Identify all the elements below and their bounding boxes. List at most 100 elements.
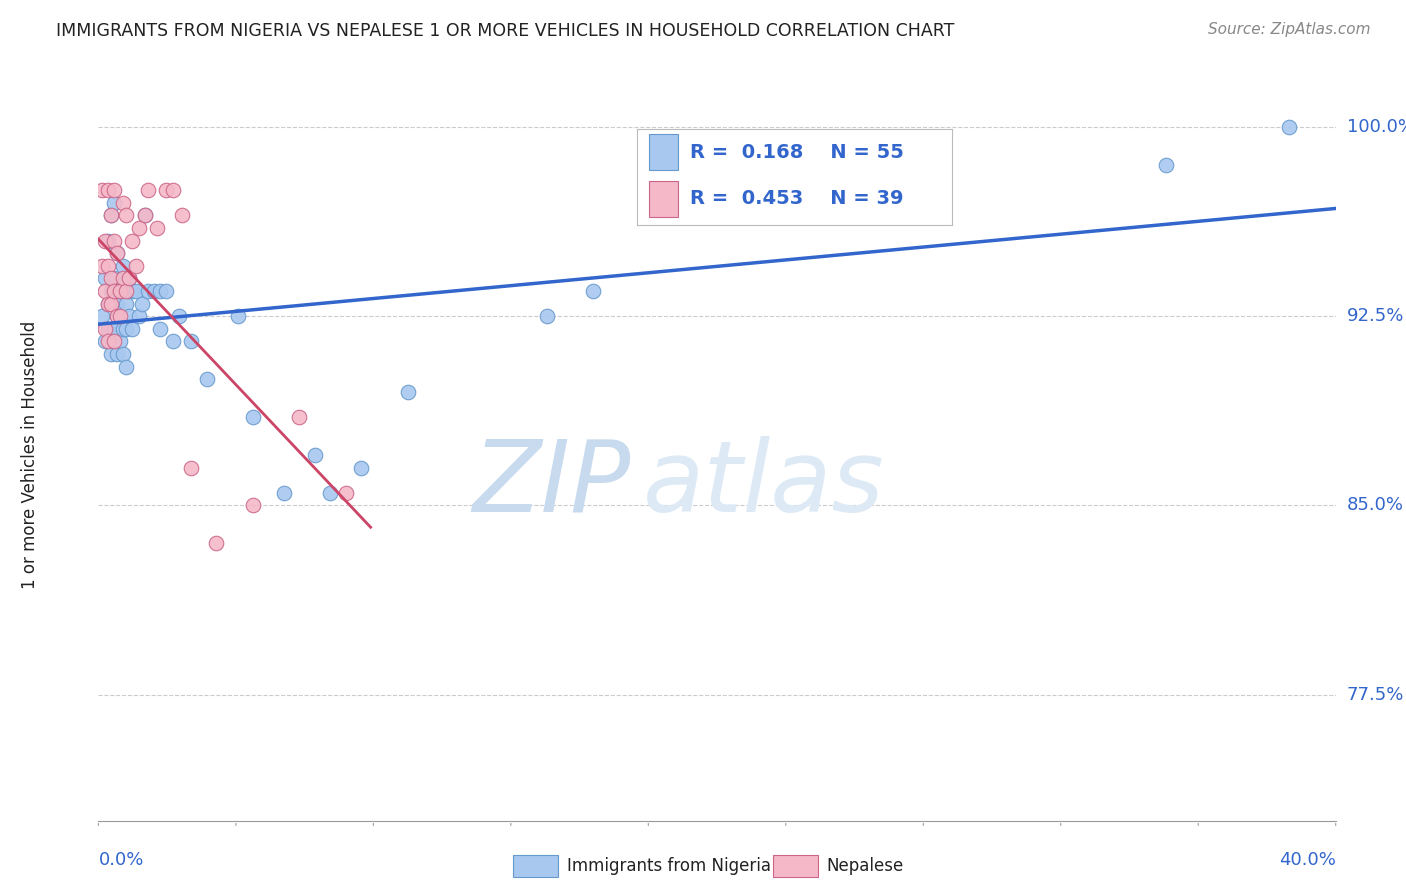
Point [100,271,122,285]
Point [242,410,264,425]
Point [134,208,156,222]
Point [167,309,190,323]
Point [115,322,138,336]
Point [136,284,159,298]
Point [108,284,131,298]
Point [273,485,295,500]
Point [112,347,135,361]
Point [124,284,146,298]
Text: IMMIGRANTS FROM NIGERIA VS NEPALESE 1 OR MORE VEHICLES IN HOUSEHOLD CORRELATION : IMMIGRANTS FROM NIGERIA VS NEPALESE 1 OR… [56,22,955,40]
Text: 1 or more Vehicles in Household: 1 or more Vehicles in Household [21,321,39,589]
Point [162,183,184,197]
Point [121,284,143,298]
Point [1154,158,1177,172]
Point [100,208,122,222]
Point [103,183,125,197]
Point [103,271,125,285]
Text: Immigrants from Nigeria: Immigrants from Nigeria [567,857,770,875]
Point [108,334,131,349]
Point [118,271,141,285]
Point [103,195,125,210]
Point [103,322,125,336]
Point [97,322,120,336]
Point [155,183,177,197]
Point [103,284,125,298]
Point [162,334,184,349]
Point [115,296,138,310]
Point [97,296,120,310]
Point [118,271,141,285]
Point [97,234,120,248]
Text: atlas: atlas [643,435,884,533]
Point [115,284,138,298]
Point [100,284,122,298]
Point [90,309,112,323]
Point [304,448,326,462]
Point [93,271,115,285]
Point [146,221,169,235]
Point [205,536,228,550]
Point [103,234,125,248]
Point [103,334,125,349]
Point [242,499,264,513]
Text: 0.0%: 0.0% [98,851,143,869]
Text: Source: ZipAtlas.com: Source: ZipAtlas.com [1208,22,1371,37]
Point [105,246,128,260]
Point [97,259,120,273]
Point [121,322,143,336]
Text: 40.0%: 40.0% [1279,851,1336,869]
Point [100,208,122,222]
Point [97,334,120,349]
Point [97,183,120,197]
Point [93,322,115,336]
Point [582,284,605,298]
Point [118,309,141,323]
Point [128,221,150,235]
Point [118,284,141,298]
Text: 92.5%: 92.5% [1347,307,1405,326]
Point [105,246,128,260]
Point [155,284,177,298]
Point [105,309,128,323]
Point [90,183,112,197]
Point [108,309,131,323]
Point [1278,120,1301,134]
Point [97,296,120,310]
Point [195,372,218,386]
Point [128,309,150,323]
Point [100,296,122,310]
Point [134,208,156,222]
Point [335,485,357,500]
Point [149,322,172,336]
Point [93,334,115,349]
Text: 77.5%: 77.5% [1347,686,1405,704]
Point [93,284,115,298]
Point [124,259,146,273]
Point [112,322,135,336]
Point [350,460,373,475]
Point [112,259,135,273]
Point [115,208,138,222]
Text: Nepalese: Nepalese [827,857,904,875]
Point [131,296,153,310]
Point [149,284,172,298]
Point [396,384,419,399]
Text: R =  0.453    N = 39: R = 0.453 N = 39 [690,189,904,209]
Point [93,234,115,248]
Point [226,309,249,323]
Point [105,296,128,310]
Point [288,410,311,425]
Text: ZIP: ZIP [472,435,630,533]
Point [100,347,122,361]
Point [115,359,138,374]
Point [737,183,759,197]
Point [180,334,202,349]
Bar [650,134,678,170]
Point [319,485,342,500]
Point [136,183,159,197]
Text: R =  0.168    N = 55: R = 0.168 N = 55 [690,143,904,161]
Text: 85.0%: 85.0% [1347,496,1403,515]
Point [180,460,202,475]
Point [105,309,128,323]
Point [112,195,135,210]
